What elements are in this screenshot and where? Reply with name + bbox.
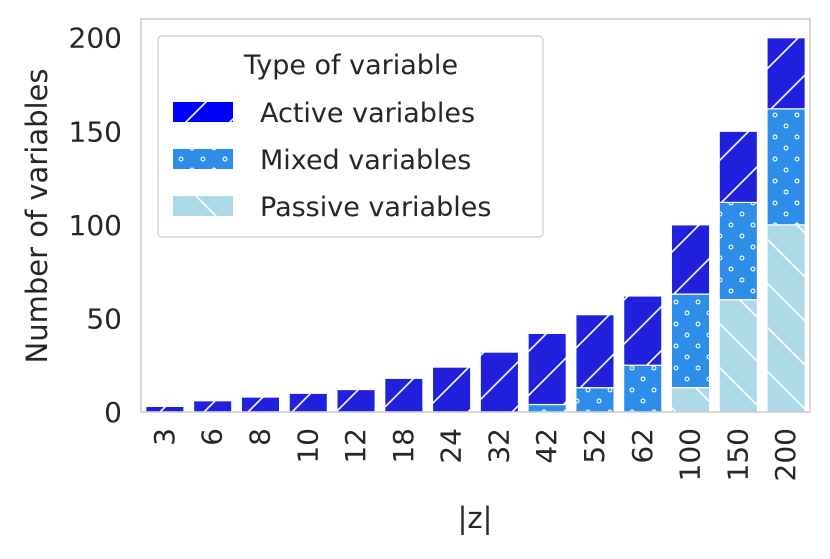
legend-label: Mixed variables (260, 145, 471, 176)
x-tick-label: 12 (339, 428, 372, 464)
bar-active-variables-8 (240, 396, 281, 413)
bar-active-variables-24 (431, 366, 472, 413)
x-tick-label: 18 (387, 428, 420, 464)
x-tick-label: 6 (196, 428, 229, 446)
bar-active-variables-3 (145, 405, 185, 413)
bar-mixed-variables-52 (575, 387, 615, 413)
bar-active-variables-200 (766, 37, 806, 110)
bar-mixed-variables-62 (623, 364, 663, 413)
bar-mixed-variables-42 (527, 403, 567, 413)
x-tick-label: 150 (721, 428, 754, 481)
x-tick-label: 32 (482, 428, 515, 464)
bar-active-variables-100 (670, 224, 711, 295)
bar-active-variables-42 (527, 332, 567, 406)
y-axis-ticks: 0 50 100 150 200 (69, 22, 122, 429)
legend-label: Active variables (260, 98, 475, 129)
legend-entry-passive-variables: Passive variables (173, 192, 491, 223)
bar-active-variables-12 (336, 388, 376, 413)
y-tick-label: 200 (69, 22, 122, 55)
y-axis-label: Number of variables (20, 69, 54, 364)
x-tick-label: 200 (769, 428, 802, 481)
x-axis-label: |z| (458, 501, 493, 535)
x-tick-label: 3 (148, 428, 181, 446)
x-tick-label: 42 (530, 428, 563, 464)
x-tick-label: 10 (291, 428, 324, 464)
plot-frame (140, 18, 811, 413)
bars-layer (145, 37, 806, 413)
bar-passive-variables-200 (766, 224, 806, 413)
bar-mixed-variables-200 (766, 108, 806, 226)
y-tick-label: 100 (69, 209, 122, 242)
bar-active-variables-52 (575, 314, 615, 389)
x-tick-label: 100 (674, 428, 707, 481)
legend-label: Passive variables (260, 192, 491, 223)
bar-active-variables-32 (479, 351, 520, 413)
y-tick-label: 50 (86, 302, 122, 335)
legend-entries: Active variables Mixed variables Passive v… (173, 98, 491, 223)
y-tick-label: 150 (69, 115, 122, 148)
bar-passive-variables-100 (670, 387, 711, 413)
x-axis-ticks: 3 6 8 10 12 18 24 32 42 52 62 100 150 200 (148, 428, 802, 481)
legend-entry-active-variables: Active variables (173, 98, 475, 129)
legend: Type of variable Active variables Mixed v… (157, 35, 544, 238)
bar-active-variables-10 (288, 392, 328, 413)
bar-mixed-variables-150 (718, 201, 759, 301)
bar-active-variables-150 (718, 130, 759, 204)
bar-active-variables-62 (623, 295, 663, 366)
legend-frame (157, 35, 544, 238)
x-tick-label: 52 (578, 428, 611, 464)
y-tick-label: 0 (104, 396, 122, 429)
legend-entry-mixed-variables: Mixed variables (173, 145, 471, 176)
bar-active-variables-18 (384, 377, 424, 413)
x-tick-label: 62 (626, 428, 659, 464)
bar-mixed-variables-100 (670, 293, 711, 389)
bar-passive-variables-150 (718, 299, 759, 413)
legend-title: Type of variable (243, 50, 458, 81)
bar-active-variables-6 (192, 400, 233, 413)
x-tick-label: 8 (243, 428, 276, 446)
x-tick-label: 24 (435, 428, 468, 464)
